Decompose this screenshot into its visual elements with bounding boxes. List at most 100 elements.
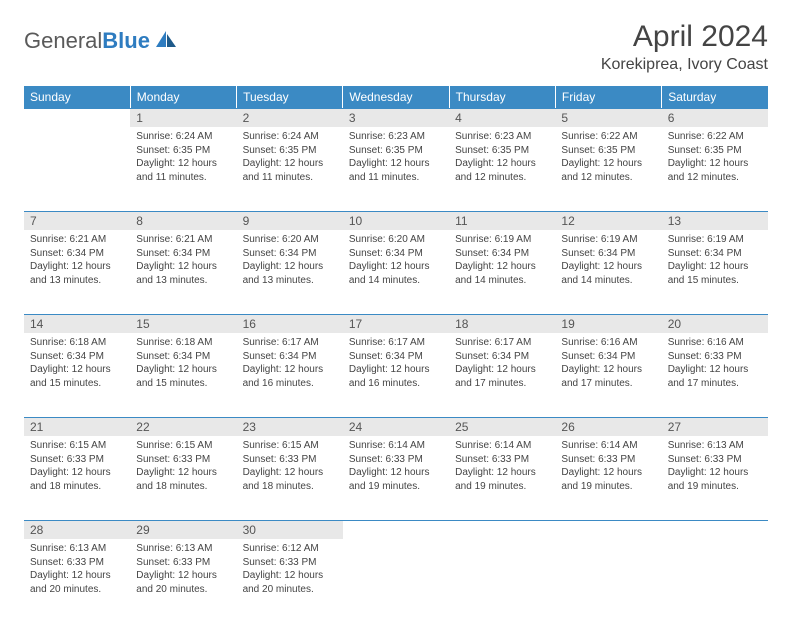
day-header: Sunday	[24, 86, 130, 108]
sunset-text: Sunset: 6:34 PM	[243, 247, 337, 261]
daynum-row: 282930	[24, 520, 768, 539]
day-number	[662, 520, 768, 539]
daycell-row: Sunrise: 6:13 AMSunset: 6:33 PMDaylight:…	[24, 539, 768, 623]
daynum-row: 14151617181920	[24, 314, 768, 333]
day-number: 9	[237, 211, 343, 230]
sunset-text: Sunset: 6:35 PM	[136, 144, 230, 158]
sunset-text: Sunset: 6:35 PM	[243, 144, 337, 158]
sunrise-text: Sunrise: 6:19 AM	[455, 233, 549, 247]
day-number	[449, 520, 555, 539]
day-number: 16	[237, 314, 343, 333]
sunset-text: Sunset: 6:34 PM	[30, 247, 124, 261]
day-number: 28	[24, 520, 130, 539]
daylight-text: Daylight: 12 hours and 11 minutes.	[136, 157, 230, 184]
logo-text-gray: General	[24, 28, 102, 53]
day-header-row: SundayMondayTuesdayWednesdayThursdayFrid…	[24, 86, 768, 108]
day-cell: Sunrise: 6:13 AMSunset: 6:33 PMDaylight:…	[24, 539, 130, 602]
sunrise-text: Sunrise: 6:18 AM	[30, 336, 124, 350]
day-cell: Sunrise: 6:19 AMSunset: 6:34 PMDaylight:…	[662, 230, 768, 293]
daylight-text: Daylight: 12 hours and 20 minutes.	[30, 569, 124, 596]
sunset-text: Sunset: 6:34 PM	[561, 350, 655, 364]
sunset-text: Sunset: 6:33 PM	[136, 453, 230, 467]
sunset-text: Sunset: 6:33 PM	[668, 453, 762, 467]
day-header: Thursday	[449, 86, 555, 108]
day-number: 14	[24, 314, 130, 333]
daycell-row: Sunrise: 6:21 AMSunset: 6:34 PMDaylight:…	[24, 230, 768, 314]
sunset-text: Sunset: 6:35 PM	[668, 144, 762, 158]
sunset-text: Sunset: 6:34 PM	[349, 350, 443, 364]
sunrise-text: Sunrise: 6:13 AM	[136, 542, 230, 556]
daylight-text: Daylight: 12 hours and 17 minutes.	[455, 363, 549, 390]
day-number: 1	[130, 108, 236, 127]
daylight-text: Daylight: 12 hours and 12 minutes.	[561, 157, 655, 184]
day-cell: Sunrise: 6:13 AMSunset: 6:33 PMDaylight:…	[662, 436, 768, 499]
day-number: 26	[555, 417, 661, 436]
daylight-text: Daylight: 12 hours and 15 minutes.	[136, 363, 230, 390]
daylight-text: Daylight: 12 hours and 19 minutes.	[455, 466, 549, 493]
day-cell: Sunrise: 6:19 AMSunset: 6:34 PMDaylight:…	[555, 230, 661, 293]
sunset-text: Sunset: 6:33 PM	[455, 453, 549, 467]
daylight-text: Daylight: 12 hours and 13 minutes.	[243, 260, 337, 287]
day-cell: Sunrise: 6:15 AMSunset: 6:33 PMDaylight:…	[24, 436, 130, 499]
day-number: 22	[130, 417, 236, 436]
sunset-text: Sunset: 6:33 PM	[243, 453, 337, 467]
calendar-table: SundayMondayTuesdayWednesdayThursdayFrid…	[24, 86, 768, 623]
sunset-text: Sunset: 6:33 PM	[30, 556, 124, 570]
logo-sail-icon	[154, 29, 178, 54]
day-header: Monday	[130, 86, 236, 108]
sunrise-text: Sunrise: 6:15 AM	[136, 439, 230, 453]
day-cell: Sunrise: 6:18 AMSunset: 6:34 PMDaylight:…	[24, 333, 130, 396]
day-cell: Sunrise: 6:16 AMSunset: 6:33 PMDaylight:…	[662, 333, 768, 396]
sunset-text: Sunset: 6:35 PM	[349, 144, 443, 158]
day-header: Saturday	[662, 86, 768, 108]
day-cell: Sunrise: 6:15 AMSunset: 6:33 PMDaylight:…	[130, 436, 236, 499]
daynum-row: 123456	[24, 108, 768, 127]
sunset-text: Sunset: 6:33 PM	[136, 556, 230, 570]
day-number: 4	[449, 108, 555, 127]
day-number: 19	[555, 314, 661, 333]
day-cell: Sunrise: 6:21 AMSunset: 6:34 PMDaylight:…	[24, 230, 130, 293]
daycell-row: Sunrise: 6:15 AMSunset: 6:33 PMDaylight:…	[24, 436, 768, 520]
logo: GeneralBlue	[24, 28, 178, 54]
day-number: 3	[343, 108, 449, 127]
day-cell: Sunrise: 6:14 AMSunset: 6:33 PMDaylight:…	[555, 436, 661, 499]
daylight-text: Daylight: 12 hours and 14 minutes.	[455, 260, 549, 287]
sunrise-text: Sunrise: 6:15 AM	[243, 439, 337, 453]
sunrise-text: Sunrise: 6:16 AM	[561, 336, 655, 350]
day-number: 7	[24, 211, 130, 230]
daylight-text: Daylight: 12 hours and 12 minutes.	[668, 157, 762, 184]
day-number	[24, 108, 130, 127]
sunset-text: Sunset: 6:33 PM	[668, 350, 762, 364]
day-cell	[555, 539, 661, 548]
day-cell: Sunrise: 6:24 AMSunset: 6:35 PMDaylight:…	[237, 127, 343, 190]
daycell-row: Sunrise: 6:18 AMSunset: 6:34 PMDaylight:…	[24, 333, 768, 417]
daylight-text: Daylight: 12 hours and 14 minutes.	[349, 260, 443, 287]
sunrise-text: Sunrise: 6:21 AM	[30, 233, 124, 247]
title-block: April 2024 Korekiprea, Ivory Coast	[601, 20, 768, 74]
day-cell	[343, 539, 449, 548]
day-cell: Sunrise: 6:23 AMSunset: 6:35 PMDaylight:…	[343, 127, 449, 190]
daycell-row: Sunrise: 6:24 AMSunset: 6:35 PMDaylight:…	[24, 127, 768, 211]
daylight-text: Daylight: 12 hours and 19 minutes.	[561, 466, 655, 493]
day-number: 21	[24, 417, 130, 436]
sunset-text: Sunset: 6:34 PM	[668, 247, 762, 261]
sunrise-text: Sunrise: 6:19 AM	[668, 233, 762, 247]
sunrise-text: Sunrise: 6:20 AM	[243, 233, 337, 247]
day-cell: Sunrise: 6:15 AMSunset: 6:33 PMDaylight:…	[237, 436, 343, 499]
day-cell: Sunrise: 6:17 AMSunset: 6:34 PMDaylight:…	[237, 333, 343, 396]
day-cell: Sunrise: 6:13 AMSunset: 6:33 PMDaylight:…	[130, 539, 236, 602]
daylight-text: Daylight: 12 hours and 18 minutes.	[243, 466, 337, 493]
daynum-row: 78910111213	[24, 211, 768, 230]
day-number: 20	[662, 314, 768, 333]
daylight-text: Daylight: 12 hours and 16 minutes.	[349, 363, 443, 390]
sunset-text: Sunset: 6:34 PM	[455, 247, 549, 261]
day-number: 8	[130, 211, 236, 230]
sunrise-text: Sunrise: 6:22 AM	[561, 130, 655, 144]
day-number: 12	[555, 211, 661, 230]
day-cell: Sunrise: 6:20 AMSunset: 6:34 PMDaylight:…	[343, 230, 449, 293]
daylight-text: Daylight: 12 hours and 17 minutes.	[668, 363, 762, 390]
daylight-text: Daylight: 12 hours and 19 minutes.	[668, 466, 762, 493]
day-number: 30	[237, 520, 343, 539]
day-number: 5	[555, 108, 661, 127]
sunset-text: Sunset: 6:33 PM	[349, 453, 443, 467]
